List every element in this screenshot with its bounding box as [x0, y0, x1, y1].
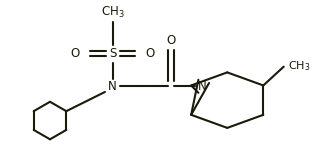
Text: CH$_3$: CH$_3$: [101, 5, 125, 20]
Text: O: O: [166, 34, 176, 47]
Text: S: S: [109, 47, 116, 60]
Text: O: O: [146, 47, 155, 60]
Text: CH$_3$: CH$_3$: [288, 59, 311, 73]
Text: N: N: [198, 80, 206, 93]
Text: N: N: [108, 80, 117, 93]
Text: O: O: [71, 47, 80, 60]
